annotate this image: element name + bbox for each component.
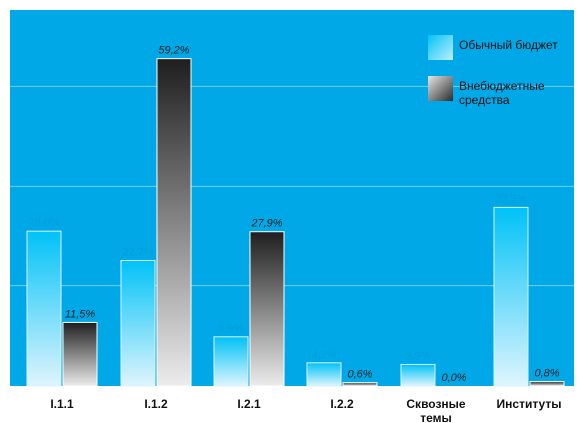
offbudget-value-label-4: 0,6% bbox=[347, 369, 372, 381]
category-label: I.2.2 bbox=[330, 397, 354, 411]
budget-value-label-2: 22,7% bbox=[122, 246, 153, 258]
budget-value-label-5: 3,9% bbox=[405, 350, 430, 362]
budget-bar-6 bbox=[493, 206, 529, 387]
offbudget-value-label-1: 11,5% bbox=[65, 308, 96, 320]
offbudget-value-label-2: 59,2% bbox=[158, 45, 189, 57]
offbudget-bar-6 bbox=[529, 381, 565, 387]
category-label: темы bbox=[420, 411, 452, 423]
category-label: I.1.1 bbox=[50, 397, 74, 411]
legend-swatch-budget bbox=[428, 35, 453, 60]
offbudget-bar-1 bbox=[62, 321, 98, 387]
budget-value-label-1: 28,0% bbox=[28, 217, 59, 229]
category-label: Сквозные bbox=[406, 397, 466, 411]
category-label: Институты bbox=[497, 397, 562, 411]
budget-bar-2 bbox=[120, 259, 156, 387]
plot-background bbox=[10, 10, 574, 386]
offbudget-bar-4 bbox=[342, 382, 378, 387]
legend-label-offbudget: средства bbox=[459, 93, 510, 107]
budget-bar-4 bbox=[306, 362, 342, 387]
budget-value-label-4: 4,2% bbox=[311, 349, 336, 361]
budget-value-label-6: 32,3% bbox=[495, 193, 526, 205]
offbudget-value-label-6: 0,8% bbox=[534, 368, 559, 380]
budget-bar-5 bbox=[400, 363, 436, 387]
offbudget-bar-2 bbox=[156, 58, 192, 387]
legend-label-offbudget: Внебюджетные bbox=[459, 79, 545, 93]
offbudget-bar-3 bbox=[249, 231, 285, 387]
budget-bar-1 bbox=[26, 230, 62, 387]
budget-value-label-3: 8,9% bbox=[218, 323, 243, 335]
category-label: I.2.1 bbox=[237, 397, 261, 411]
legend-label-budget: Обычный бюджет bbox=[459, 38, 558, 52]
category-label: I.1.2 bbox=[144, 397, 168, 411]
budget-bar-3 bbox=[213, 336, 249, 387]
offbudget-value-label-5: 0,0% bbox=[441, 372, 466, 384]
offbudget-value-label-3: 27,9% bbox=[250, 218, 282, 230]
legend-swatch-offbudget bbox=[428, 76, 453, 101]
